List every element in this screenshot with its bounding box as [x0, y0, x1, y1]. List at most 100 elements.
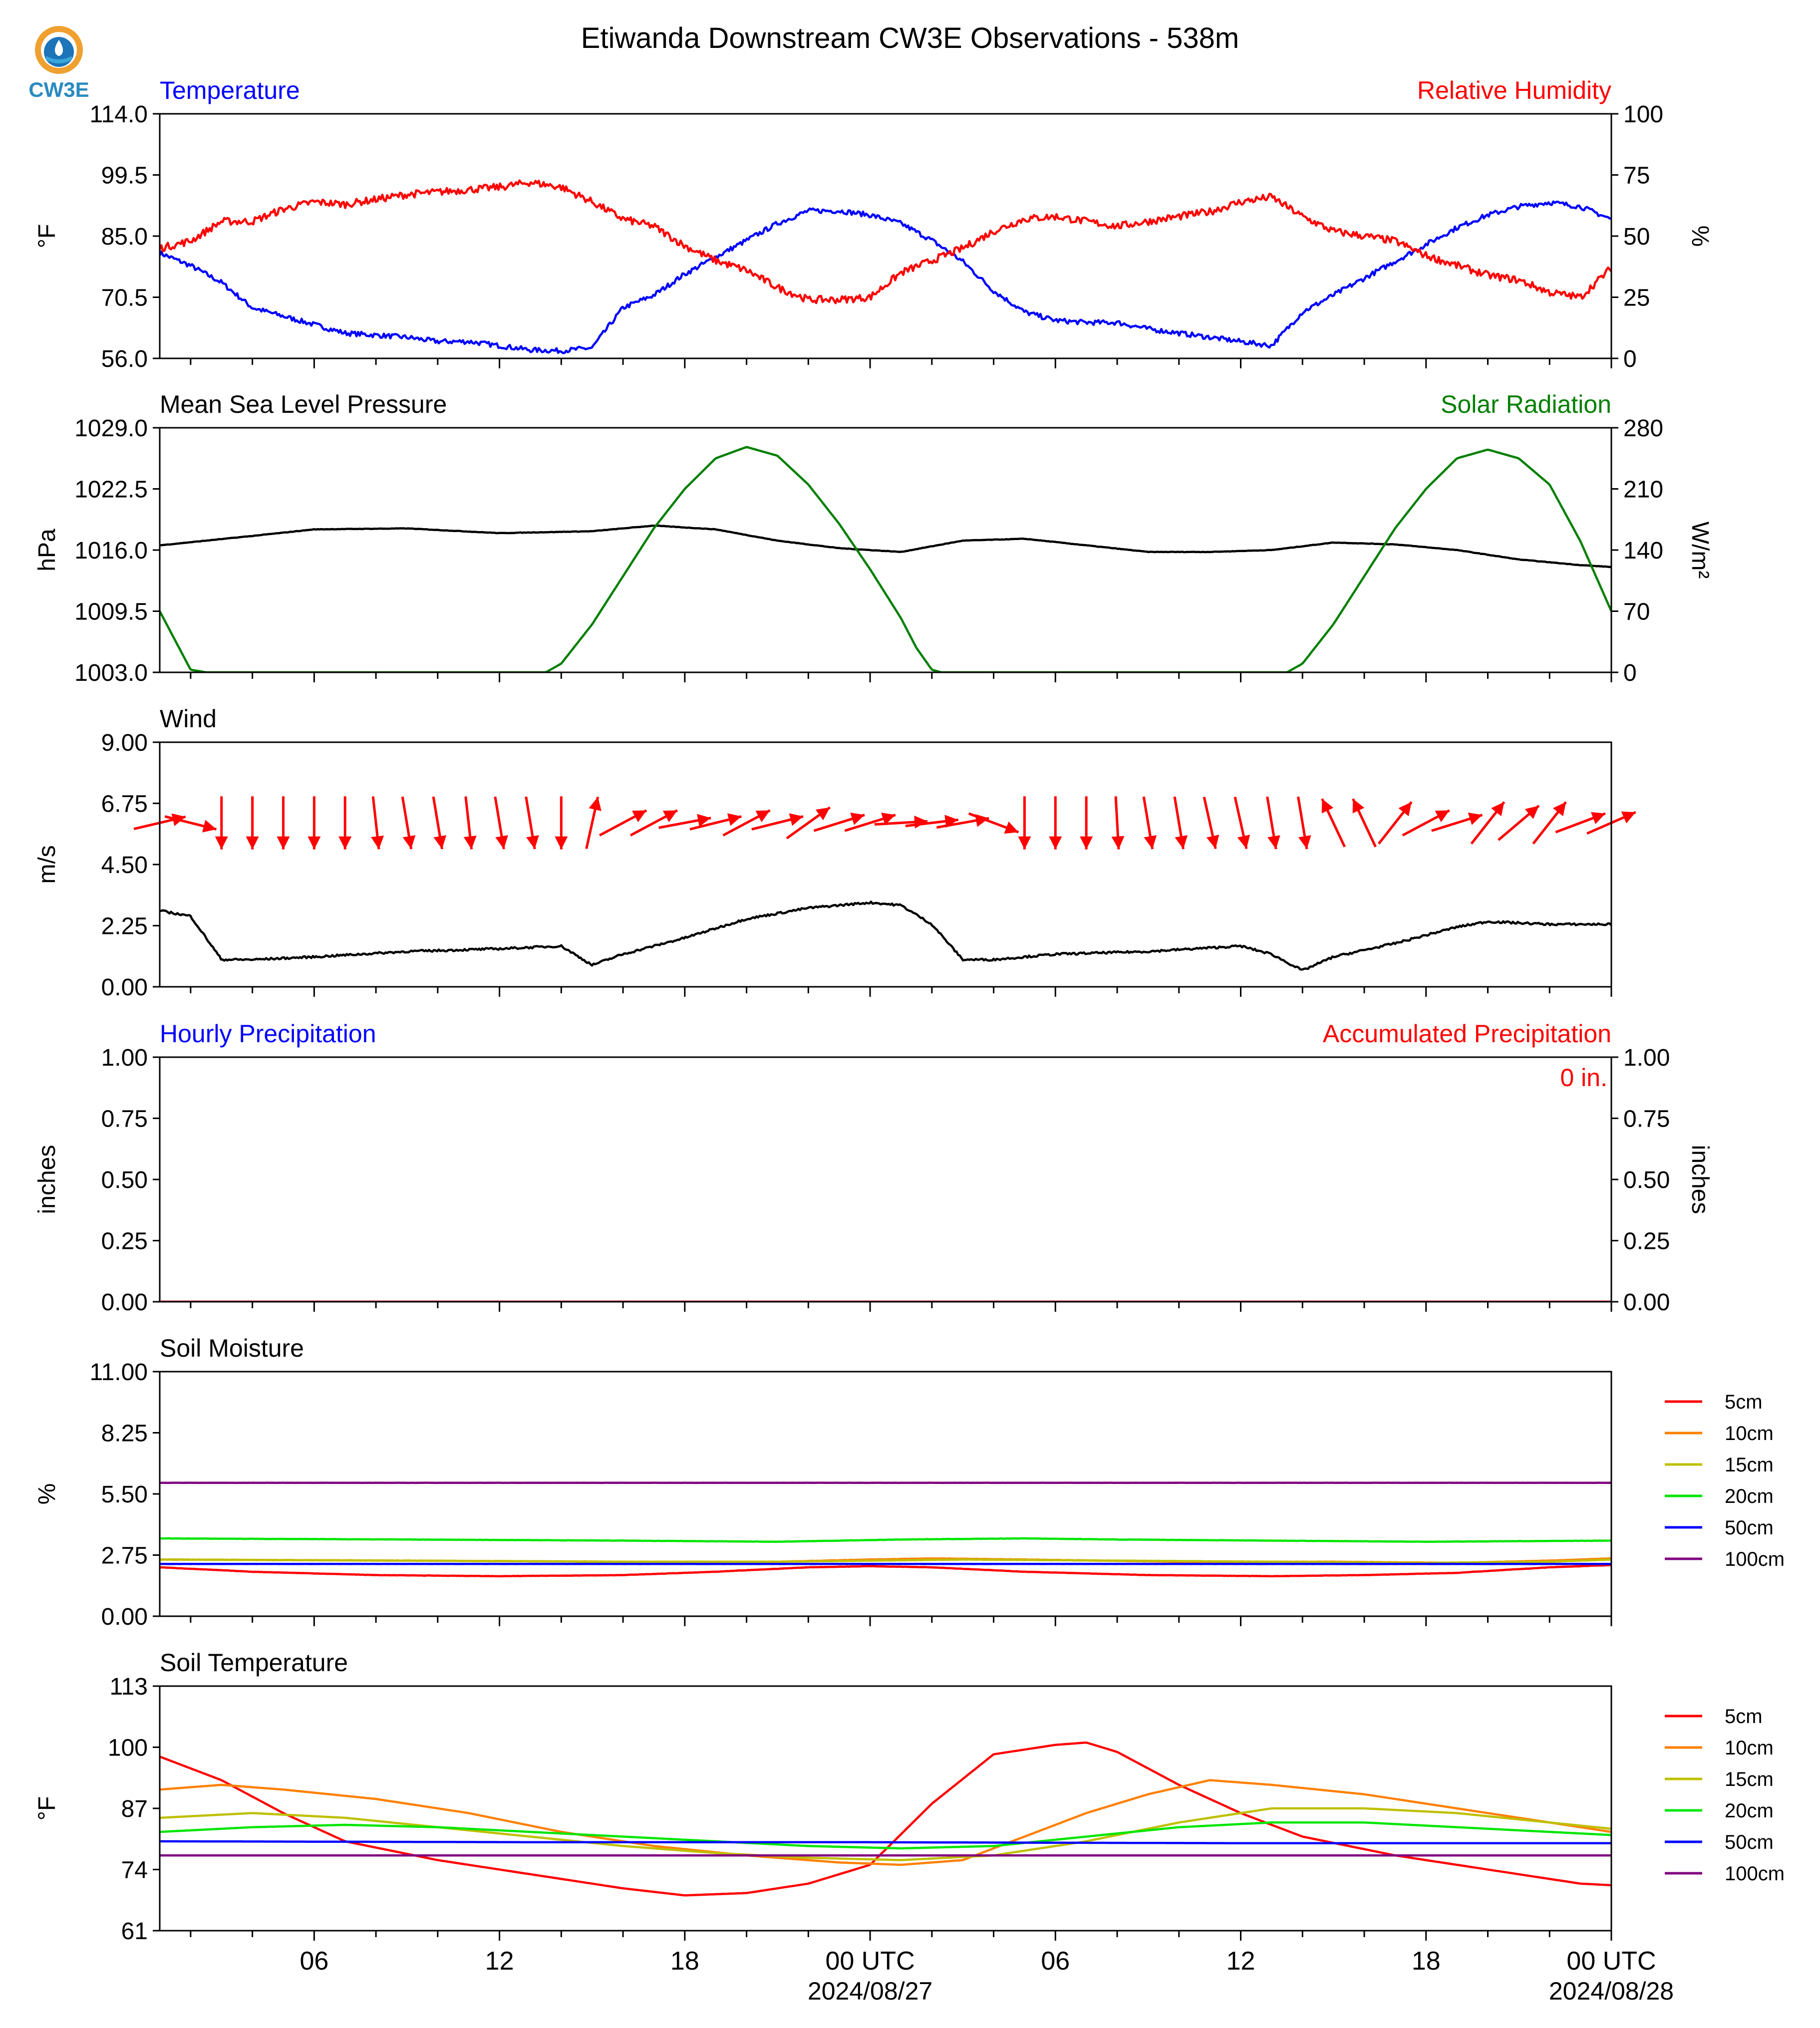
- cw3e-logo: CW3E: [28, 26, 89, 101]
- wind-arrow-head: [697, 814, 711, 827]
- panel-title-left: Temperature: [160, 76, 300, 104]
- y-tick-label: 100: [108, 1735, 148, 1761]
- wind-arrow-head: [202, 820, 217, 833]
- wind-arrow: [1203, 797, 1219, 850]
- wind-arrow: [1233, 797, 1250, 850]
- x-date-label: 2024/08/27: [808, 1977, 932, 2005]
- y-tick-label: 1003.0: [74, 660, 148, 686]
- panel-title-left: Hourly Precipitation: [160, 1020, 376, 1048]
- wind-arrow: [371, 796, 384, 850]
- y-tick-label: 99.5: [101, 163, 148, 189]
- y2-axis-label: W/m²: [1687, 522, 1713, 579]
- wind-arrow-head: [1435, 810, 1450, 823]
- series-10cm: [160, 1779, 1611, 1866]
- wind-arrow-head: [526, 835, 539, 850]
- plot-area: [160, 1481, 1611, 1578]
- y-tick-label: 2.75: [101, 1543, 148, 1569]
- series-20cm: [160, 1821, 1611, 1850]
- wind-arrow: [1378, 801, 1413, 845]
- panel-title-right: Accumulated Precipitation: [1323, 1020, 1611, 1048]
- legend-label: 20cm: [1725, 1485, 1774, 1507]
- y2-tick-label: 100: [1623, 101, 1663, 128]
- wind-arrow-head: [1175, 835, 1188, 850]
- wind-arrow: [1111, 796, 1125, 850]
- y2-tick-label: 0: [1623, 660, 1637, 686]
- y2-tick-label: 0: [1623, 346, 1637, 372]
- y2-tick-label: 210: [1623, 477, 1663, 503]
- legend-label: 10cm: [1725, 1737, 1774, 1759]
- accumulated-precip-value: 0 in.: [1560, 1064, 1607, 1092]
- wind-arrow: [1498, 805, 1540, 841]
- y-tick-label: 85.0: [101, 224, 148, 250]
- legend-label: 100cm: [1725, 1548, 1785, 1570]
- series-relative-humidity: [160, 179, 1611, 304]
- wind-arrow: [215, 796, 228, 850]
- panel-mslp-solar: Mean Sea Level Pressure Solar Radiation 10…: [34, 390, 1713, 686]
- wind-arrow-head: [1049, 836, 1062, 850]
- y-tick-label: 87: [121, 1796, 148, 1822]
- series-wind-speed: [160, 900, 1611, 971]
- wind-arrow: [658, 814, 711, 829]
- wind-arrow: [494, 796, 508, 850]
- panel-soil-temp: Soil Temperature 61 74 87 100 113 °F 5cm 10cm 15c…: [34, 1649, 1785, 1945]
- wind-arrow: [1431, 813, 1483, 832]
- wind-arrow: [751, 813, 804, 831]
- wind-arrow-head: [1111, 836, 1125, 850]
- panel-soil-moisture: Soil Moisture 0.00 2.75 5.50 8.25 11.00% 5cm 10…: [34, 1334, 1785, 1630]
- y-tick-label: 0.50: [101, 1167, 148, 1193]
- y-tick-label: 56.0: [101, 346, 148, 372]
- wind-arrow: [722, 809, 771, 837]
- wind-arrow-head: [463, 836, 477, 850]
- series-solar-radiation: [160, 446, 1611, 672]
- wind-arrow-head: [727, 813, 742, 826]
- y-tick-label: 9.00: [101, 730, 148, 756]
- wind-arrow-head: [789, 813, 804, 826]
- wind-arrow: [1173, 796, 1188, 850]
- wind-arrow-head: [277, 836, 290, 850]
- wind-arrow-head: [1080, 836, 1093, 850]
- wind-arrow: [401, 796, 416, 850]
- y2-tick-label: 280: [1623, 415, 1663, 442]
- x-tick-label: 06: [1041, 1947, 1070, 1976]
- wind-arrow-head: [246, 836, 259, 850]
- series-mslp: [160, 524, 1611, 569]
- y-axis-label: hPa: [34, 529, 60, 572]
- wind-arrow-head: [371, 836, 384, 850]
- wind-arrow-head: [881, 813, 896, 825]
- y2-tick-label: 0.25: [1623, 1228, 1670, 1255]
- legend-label: 50cm: [1725, 1517, 1774, 1539]
- y-tick-label: 1009.5: [74, 599, 148, 625]
- y2-axis-label: inches: [1687, 1145, 1713, 1214]
- wind-arrow-head: [850, 813, 865, 825]
- wind-arrow: [1080, 796, 1093, 850]
- wind-arrow: [1018, 796, 1031, 850]
- y-tick-label: 2.25: [101, 913, 148, 940]
- y-axis-label: °F: [34, 224, 60, 249]
- x-tick-label: 06: [300, 1947, 328, 1976]
- wind-arrow-head: [1144, 835, 1157, 850]
- y-tick-label: 74: [121, 1857, 148, 1884]
- wind-arrow-head: [1491, 802, 1505, 817]
- panel-title-left: Mean Sea Level Pressure: [160, 390, 447, 418]
- logo-text: CW3E: [28, 78, 89, 101]
- wind-arrow: [555, 796, 568, 850]
- wind-arrow: [1297, 796, 1311, 850]
- wind-arrow-head: [215, 836, 228, 850]
- y2-axis-label: %: [1687, 226, 1713, 247]
- wind-arrow: [1142, 796, 1157, 850]
- x-tick-label: 00 UTC: [1566, 1947, 1656, 1976]
- figure-title: Etiwanda Downstream CW3E Observations - …: [581, 22, 1239, 54]
- wind-arrow: [599, 809, 647, 837]
- wind-arrow-head: [1524, 806, 1539, 819]
- y-tick-label: 0.00: [101, 1289, 148, 1316]
- y-tick-label: 8.25: [101, 1421, 148, 1447]
- x-tick-label: 00 UTC: [825, 1947, 914, 1976]
- wind-arrow-head: [402, 835, 416, 850]
- wind-arrow-head: [662, 810, 677, 823]
- wind-arrow: [813, 813, 865, 832]
- y2-tick-label: 140: [1623, 538, 1663, 564]
- panel-wind: Wind 0.00 2.25 4.50 6.75 9.00 m/s: [34, 705, 1636, 1001]
- wind-arrow: [1352, 798, 1377, 848]
- x-tick-label: 18: [1412, 1947, 1441, 1976]
- y-axis-label: °F: [34, 1796, 60, 1821]
